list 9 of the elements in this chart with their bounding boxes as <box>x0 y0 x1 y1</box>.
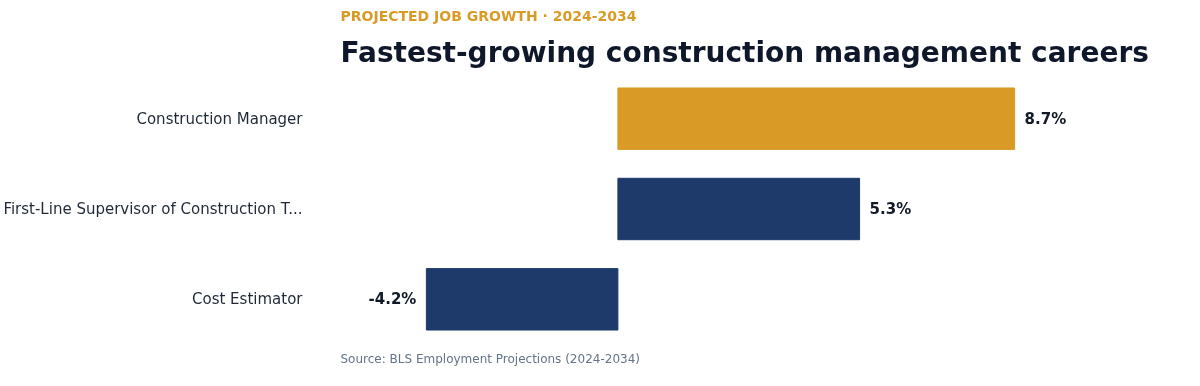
y-tick-label: First-Line Supervisor of Construction T... <box>3 200 303 218</box>
chart-title: Fastest-growing construction management careers <box>340 35 1149 69</box>
data-label: -4.2% <box>368 290 417 309</box>
y-tick-label: Construction Manager <box>136 109 304 128</box>
data-label: 8.7% <box>1024 109 1067 128</box>
y-tick-label: Cost Estimator <box>192 290 304 309</box>
source-note: Source: BLS Employment Projections (2024-2034) <box>340 351 640 366</box>
chart-subtitle: PROJECTED JOB GROWTH · 2024-2034 <box>340 7 637 24</box>
data-label: 5.3% <box>869 200 912 218</box>
